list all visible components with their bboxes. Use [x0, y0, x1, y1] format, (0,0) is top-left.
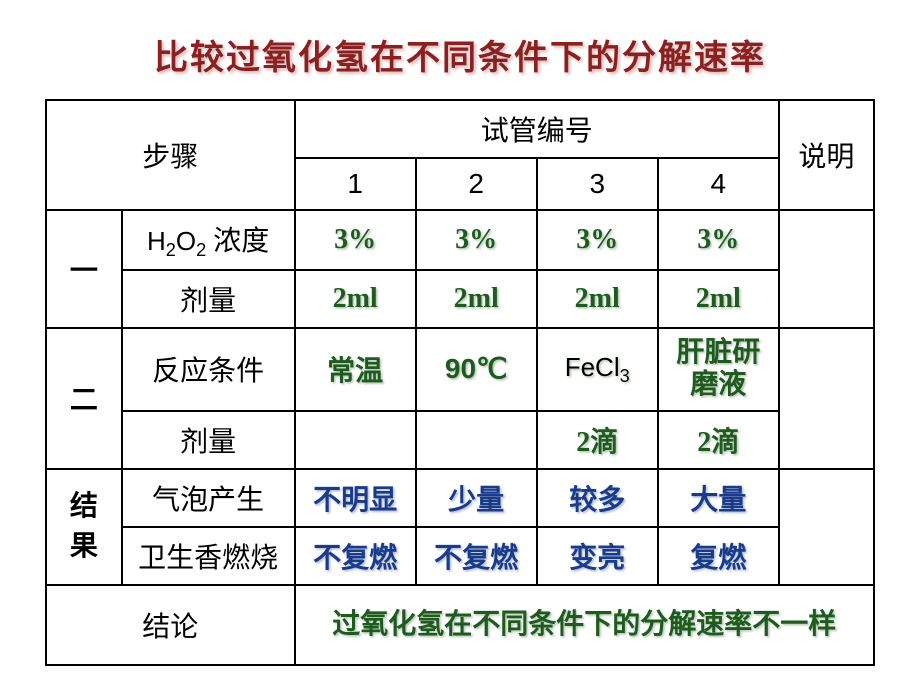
conclusion-text: 过氧化氢在不同条件下的分解速率不一样	[295, 585, 874, 665]
incense-1: 不复燃	[295, 527, 416, 585]
dose2-3: 2滴	[537, 411, 658, 469]
shuoming-2	[779, 328, 874, 468]
cond-4: 肝脏研磨液	[658, 328, 779, 410]
header-tube: 试管编号	[295, 100, 779, 158]
dose1-3: 2ml	[537, 270, 658, 328]
label-concentration: H2O2 浓度	[122, 210, 295, 270]
conc-2: 3%	[416, 210, 537, 270]
cond-2: 90℃	[416, 328, 537, 410]
incense-2: 不复燃	[416, 527, 537, 585]
header-shuoming: 说明	[779, 100, 874, 210]
step-result: 结果	[46, 469, 122, 585]
incense-4: 复燃	[658, 527, 779, 585]
bubble-4: 大量	[658, 469, 779, 527]
col-4: 4	[658, 158, 779, 210]
label-condition: 反应条件	[122, 328, 295, 410]
dose1-4: 2ml	[658, 270, 779, 328]
conc-4: 3%	[658, 210, 779, 270]
bubble-2: 少量	[416, 469, 537, 527]
label-dose2: 剂量	[122, 411, 295, 469]
incense-3: 变亮	[537, 527, 658, 585]
col-1: 1	[295, 158, 416, 210]
shuoming-1	[779, 210, 874, 328]
dose1-1: 2ml	[295, 270, 416, 328]
dose1-2: 2ml	[416, 270, 537, 328]
header-step: 步骤	[46, 100, 295, 210]
cond-1: 常温	[295, 328, 416, 410]
label-incense: 卫生香燃烧	[122, 527, 295, 585]
bubble-3: 较多	[537, 469, 658, 527]
experiment-table: 步骤 试管编号 说明 1 2 3 4 一 H2O2 浓度 3% 3% 3% 3%…	[45, 99, 875, 666]
conc-1: 3%	[295, 210, 416, 270]
page-title: 比较过氧化氢在不同条件下的分解速率	[0, 0, 920, 99]
step-two: 二	[46, 328, 122, 468]
step-one: 一	[46, 210, 122, 328]
dose2-2	[416, 411, 537, 469]
conc-3: 3%	[537, 210, 658, 270]
shuoming-3	[779, 469, 874, 585]
label-conclusion: 结论	[46, 585, 295, 665]
dose2-1	[295, 411, 416, 469]
bubble-1: 不明显	[295, 469, 416, 527]
label-dose1: 剂量	[122, 270, 295, 328]
dose2-4: 2滴	[658, 411, 779, 469]
label-bubble: 气泡产生	[122, 469, 295, 527]
col-3: 3	[537, 158, 658, 210]
col-2: 2	[416, 158, 537, 210]
cond-3: FeCl3	[537, 328, 658, 410]
